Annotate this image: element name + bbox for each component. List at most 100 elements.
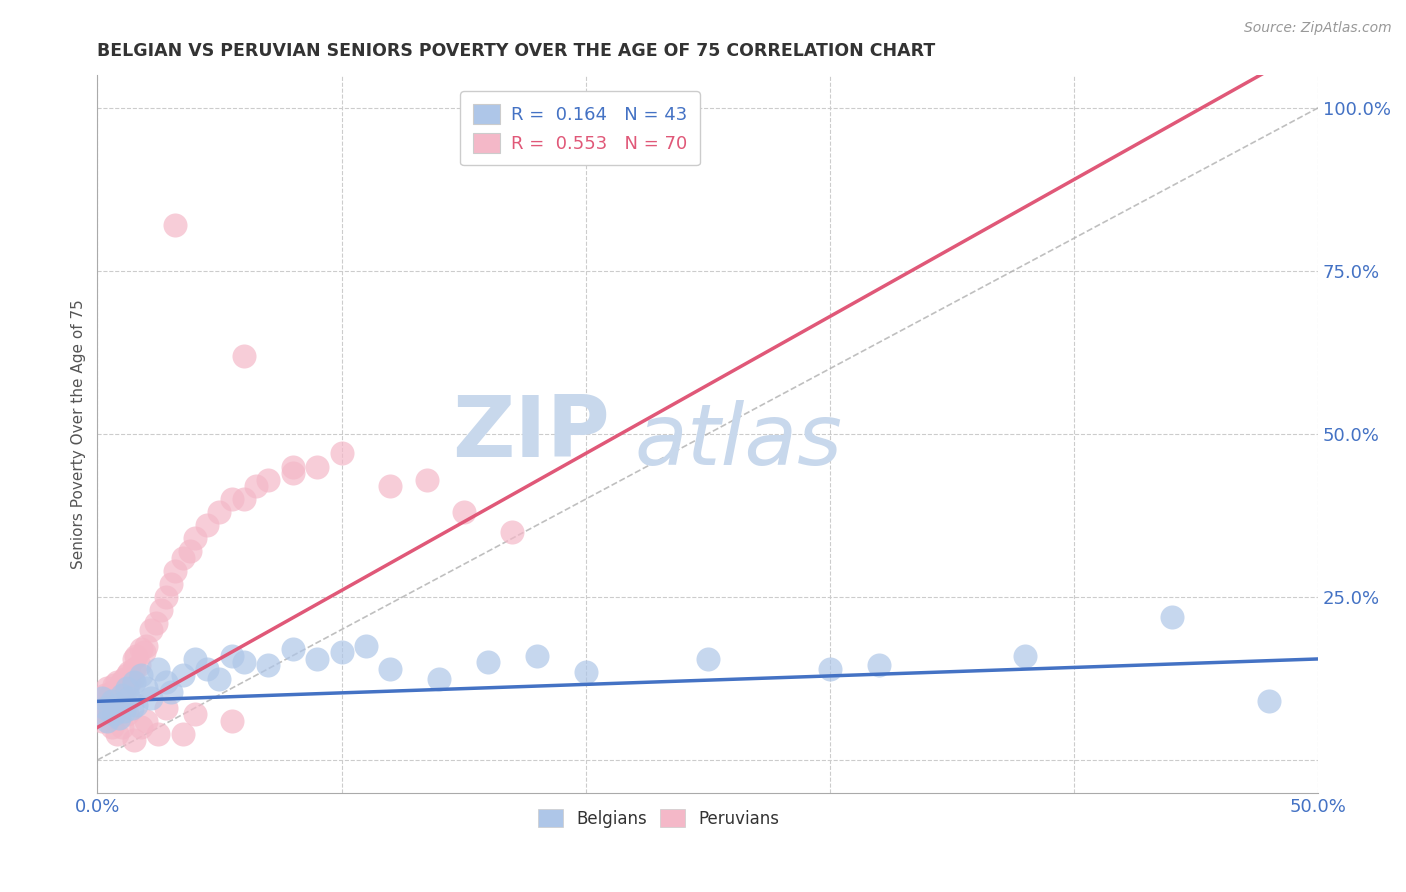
- Point: [208, 672, 231, 686]
- Point: [101, 721, 124, 735]
- Point: [232, 492, 254, 507]
- Point: [128, 658, 150, 673]
- Point: [115, 678, 138, 692]
- Point: [135, 681, 157, 696]
- Point: [96, 714, 118, 728]
- Point: [115, 707, 138, 722]
- Point: [122, 652, 145, 666]
- Point: [139, 691, 162, 706]
- Point: [868, 658, 890, 673]
- Point: [221, 714, 243, 728]
- Point: [103, 694, 125, 708]
- Point: [184, 531, 207, 545]
- Point: [122, 662, 145, 676]
- Point: [132, 645, 155, 659]
- Point: [118, 665, 141, 679]
- Point: [129, 721, 152, 735]
- Point: [380, 479, 402, 493]
- Point: [125, 698, 148, 712]
- Point: [91, 694, 114, 708]
- Point: [105, 698, 128, 712]
- Point: [257, 658, 280, 673]
- Point: [111, 691, 134, 706]
- Point: [172, 727, 194, 741]
- Point: [125, 648, 148, 663]
- Point: [112, 672, 135, 686]
- Point: [477, 655, 499, 669]
- Point: [179, 544, 201, 558]
- Point: [118, 674, 141, 689]
- Point: [1014, 648, 1036, 663]
- Point: [354, 639, 377, 653]
- Point: [330, 645, 353, 659]
- Point: [115, 668, 138, 682]
- Point: [101, 684, 124, 698]
- Point: [195, 662, 218, 676]
- Text: Source: ZipAtlas.com: Source: ZipAtlas.com: [1244, 21, 1392, 35]
- Point: [129, 642, 152, 657]
- Point: [159, 684, 181, 698]
- Point: [122, 733, 145, 747]
- Point: [501, 524, 523, 539]
- Point: [93, 701, 115, 715]
- Point: [416, 473, 439, 487]
- Point: [103, 678, 125, 692]
- Point: [380, 662, 402, 676]
- Point: [330, 446, 353, 460]
- Point: [165, 218, 187, 232]
- Point: [159, 577, 181, 591]
- Point: [115, 681, 138, 696]
- Point: [135, 714, 157, 728]
- Text: ZIP: ZIP: [453, 392, 610, 475]
- Point: [155, 590, 177, 604]
- Point: [96, 701, 118, 715]
- Point: [281, 466, 304, 480]
- Point: [112, 688, 135, 702]
- Point: [135, 639, 157, 653]
- Point: [101, 688, 124, 702]
- Point: [101, 694, 124, 708]
- Point: [172, 550, 194, 565]
- Point: [111, 721, 134, 735]
- Point: [221, 492, 243, 507]
- Point: [195, 518, 218, 533]
- Point: [108, 711, 131, 725]
- Point: [149, 603, 172, 617]
- Point: [155, 701, 177, 715]
- Text: BELGIAN VS PERUVIAN SENIORS POVERTY OVER THE AGE OF 75 CORRELATION CHART: BELGIAN VS PERUVIAN SENIORS POVERTY OVER…: [97, 42, 935, 60]
- Point: [105, 727, 128, 741]
- Point: [108, 681, 131, 696]
- Point: [129, 668, 152, 682]
- Point: [108, 684, 131, 698]
- Point: [696, 652, 718, 666]
- Point: [121, 701, 143, 715]
- Point: [89, 707, 111, 722]
- Point: [148, 662, 170, 676]
- Point: [91, 691, 114, 706]
- Point: [232, 655, 254, 669]
- Point: [281, 642, 304, 657]
- Point: [98, 691, 121, 706]
- Point: [1258, 694, 1281, 708]
- Text: atlas: atlas: [634, 400, 842, 483]
- Point: [96, 681, 118, 696]
- Point: [98, 704, 121, 718]
- Point: [221, 648, 243, 663]
- Point: [155, 674, 177, 689]
- Point: [1160, 609, 1182, 624]
- Point: [245, 479, 267, 493]
- Point: [184, 707, 207, 722]
- Point: [453, 505, 475, 519]
- Point: [307, 459, 329, 474]
- Point: [93, 688, 115, 702]
- Point: [121, 672, 143, 686]
- Legend: Belgians, Peruvians: Belgians, Peruvians: [531, 803, 786, 835]
- Point: [165, 564, 187, 578]
- Point: [257, 473, 280, 487]
- Point: [122, 674, 145, 689]
- Point: [307, 652, 329, 666]
- Point: [172, 668, 194, 682]
- Point: [281, 459, 304, 474]
- Point: [139, 623, 162, 637]
- Point: [105, 691, 128, 706]
